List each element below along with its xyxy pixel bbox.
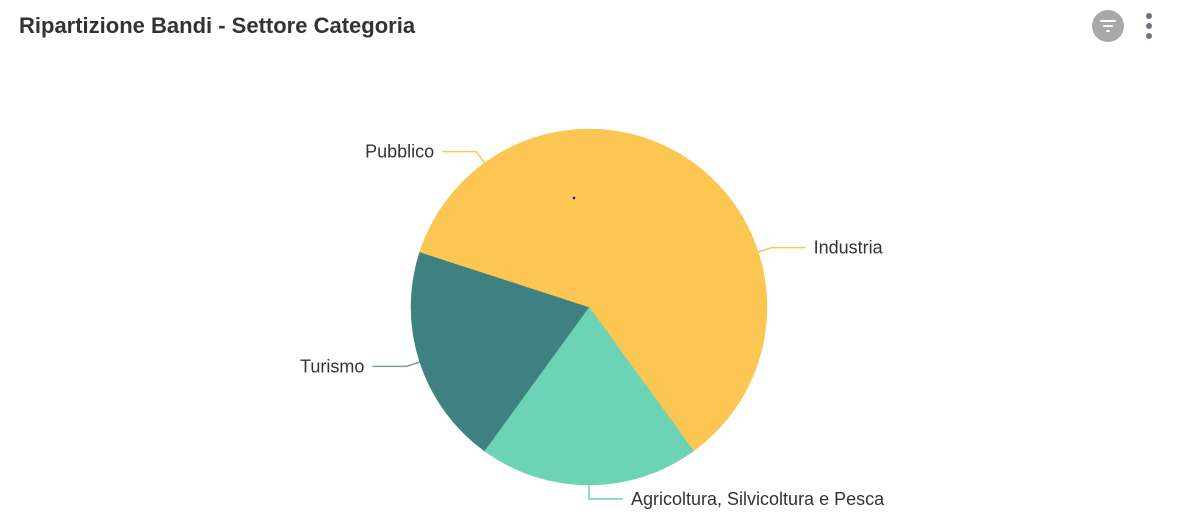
pie-leader-line xyxy=(372,361,420,368)
pie-leader-line xyxy=(442,150,485,164)
panel-header: Ripartizione Bandi - Settore Categoria xyxy=(0,0,1182,56)
pie-leader-lines xyxy=(372,150,806,500)
pie-slice-label: Turismo xyxy=(300,356,364,376)
panel-title: Ripartizione Bandi - Settore Categoria xyxy=(19,13,416,38)
more-vertical-icon xyxy=(1146,13,1152,39)
pie-leader-line xyxy=(758,246,806,253)
filter-button[interactable] xyxy=(1092,10,1124,42)
pie-slice-label: Agricoltura, Silvicoltura e Pesca xyxy=(631,489,885,509)
more-options-button[interactable] xyxy=(1136,10,1162,42)
pie-slice[interactable] xyxy=(484,306,694,486)
pie-slice-label: Pubblico xyxy=(365,142,434,162)
center-marker xyxy=(572,196,576,200)
pie-slice[interactable] xyxy=(588,128,768,452)
pie-slice-label: Industria xyxy=(814,238,884,258)
pie-slices xyxy=(410,128,768,486)
pie-leader-line xyxy=(588,485,623,500)
filter-icon xyxy=(1100,20,1116,32)
pie-slice[interactable] xyxy=(419,128,590,308)
pie-slice[interactable] xyxy=(410,251,590,452)
pie-labels: Industria Agricoltura, Silvicoltura e Pes… xyxy=(300,142,885,509)
